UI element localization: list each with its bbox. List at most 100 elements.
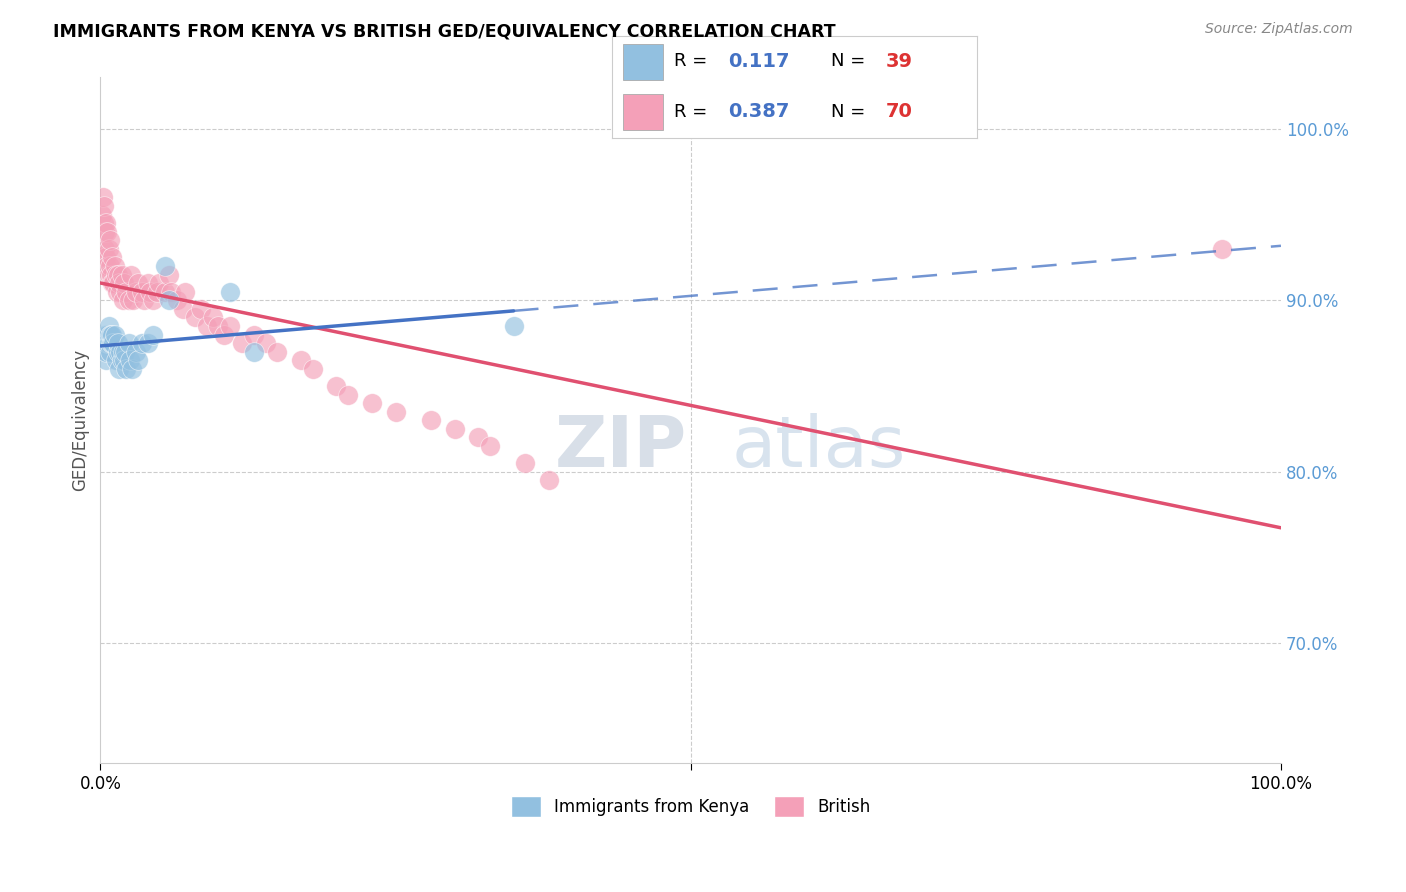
Point — [243, 344, 266, 359]
Point — [136, 276, 159, 290]
Point — [125, 344, 148, 359]
Point — [97, 318, 120, 333]
Point — [155, 259, 177, 273]
Text: N =: N = — [831, 53, 870, 70]
Point — [98, 327, 121, 342]
Text: Source: ZipAtlas.com: Source: ZipAtlas.com — [1205, 22, 1353, 37]
Text: atlas: atlas — [733, 413, 907, 483]
Point — [190, 301, 212, 316]
Point — [96, 327, 118, 342]
Point — [115, 362, 138, 376]
Point — [122, 293, 145, 308]
Point — [231, 336, 253, 351]
Point — [146, 285, 169, 299]
Point — [467, 430, 489, 444]
Point — [219, 285, 242, 299]
Text: R =: R = — [673, 103, 713, 120]
Point — [127, 276, 149, 290]
Point — [302, 362, 325, 376]
Point — [115, 285, 138, 299]
Point — [110, 344, 132, 359]
Text: 39: 39 — [886, 52, 912, 70]
Point — [96, 353, 118, 368]
Point — [207, 318, 229, 333]
Y-axis label: GED/Equivalency: GED/Equivalency — [72, 350, 89, 491]
Point — [94, 327, 117, 342]
Bar — [623, 95, 662, 130]
Point — [96, 225, 118, 239]
Point — [105, 285, 128, 299]
Point — [94, 242, 117, 256]
Point — [98, 233, 121, 247]
Point — [104, 353, 127, 368]
Point — [478, 439, 501, 453]
Point — [118, 293, 141, 308]
Bar — [623, 44, 662, 79]
Point — [537, 473, 560, 487]
Point — [110, 285, 132, 299]
Point — [96, 344, 118, 359]
Text: R =: R = — [673, 53, 713, 70]
Point — [107, 344, 129, 359]
Point — [103, 336, 125, 351]
Point — [110, 268, 132, 282]
Point — [125, 285, 148, 299]
Point — [120, 268, 142, 282]
Point — [160, 285, 183, 299]
Point — [515, 456, 537, 470]
Point — [94, 225, 117, 239]
Point — [243, 327, 266, 342]
Point — [157, 293, 180, 308]
Text: 0.117: 0.117 — [728, 52, 790, 70]
Point — [184, 310, 207, 325]
Point — [101, 251, 124, 265]
Point — [384, 405, 406, 419]
Point — [266, 344, 288, 359]
Point — [100, 268, 122, 282]
Point — [91, 190, 114, 204]
Point — [337, 387, 360, 401]
Point — [361, 396, 384, 410]
Text: 0.387: 0.387 — [728, 102, 790, 121]
Point — [118, 336, 141, 351]
Point — [90, 208, 112, 222]
Point — [148, 276, 170, 290]
Text: 70: 70 — [886, 102, 912, 121]
Point — [91, 336, 114, 351]
Legend: Immigrants from Kenya, British: Immigrants from Kenya, British — [503, 789, 877, 823]
Point — [111, 293, 134, 308]
Point — [142, 293, 165, 308]
Text: ZIP: ZIP — [555, 413, 688, 483]
Text: N =: N = — [831, 103, 870, 120]
Point — [142, 327, 165, 342]
Point — [111, 344, 134, 359]
Point — [139, 285, 162, 299]
Point — [131, 285, 153, 299]
Point — [112, 276, 135, 290]
Point — [172, 301, 194, 316]
Point — [93, 199, 115, 213]
Point — [112, 353, 135, 368]
Point — [101, 276, 124, 290]
Point — [101, 336, 124, 351]
Point — [419, 413, 441, 427]
Point — [132, 293, 155, 308]
Point — [136, 336, 159, 351]
Point — [96, 216, 118, 230]
Point — [97, 336, 120, 351]
Point — [107, 336, 129, 351]
Point — [219, 318, 242, 333]
Point — [98, 344, 121, 359]
Point — [121, 362, 143, 376]
Point — [100, 336, 122, 351]
Point — [325, 379, 347, 393]
Point — [100, 327, 122, 342]
Point — [155, 285, 177, 299]
Point — [108, 362, 131, 376]
Point — [97, 268, 120, 282]
Point — [98, 259, 121, 273]
Point — [201, 310, 224, 325]
Point — [96, 336, 118, 351]
Point — [93, 216, 115, 230]
Point — [96, 259, 118, 273]
